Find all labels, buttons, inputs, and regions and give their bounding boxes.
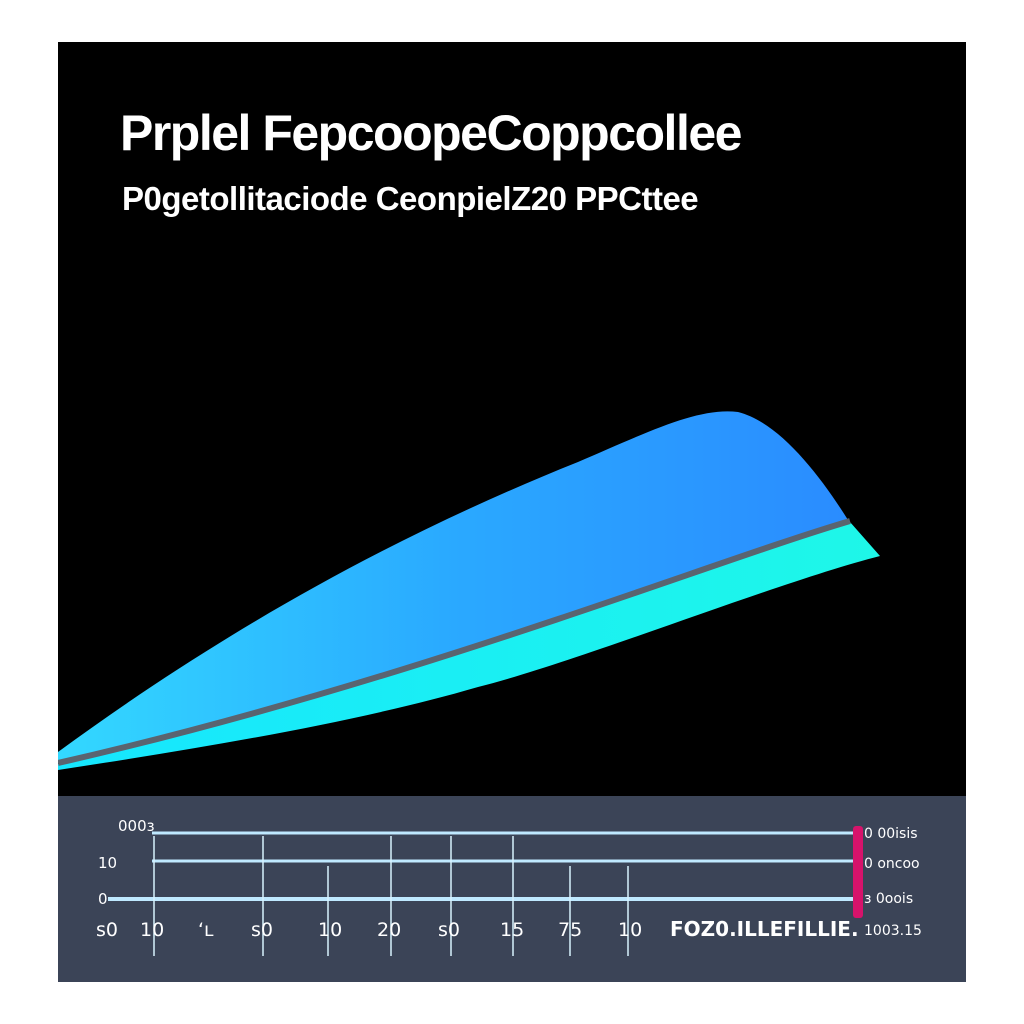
row-label-1: 10 [98,854,117,872]
x-tick-2: ‘ʟ [198,919,214,941]
right-label-2: з 0ооіs [864,891,913,907]
chart-subtitle: P0getollitaciode CeonpielZ20 PPCttee [122,180,699,217]
scale-svg: 000з 10 0 0 00іsіѕ 0 оnсоо з 0ооіs s0 10… [96,817,922,956]
x-tick-9: 10 [618,919,642,941]
x-tick-6: s0 [438,919,460,941]
x-tick-1: 10 [140,919,164,941]
band-divider-line [58,518,851,766]
x-tick-0: s0 [96,919,118,941]
area-upper-band [58,411,848,762]
chart-panel: Prplel FepcoopeCoppcollee P0getollitacio… [58,42,966,982]
scale-marker [853,826,863,918]
x-tick-4: 10 [318,919,342,941]
area-lower-band [58,522,880,770]
row-label-2: 0 [98,890,108,908]
chart-title: Prplel FepcoopeCoppcollee [120,105,742,161]
right-label-1: 0 оnсоо [864,856,920,872]
x-tick-3: s0 [251,919,273,941]
footer-value: 1003.15 [864,923,922,939]
row-label-0: 000з [118,817,155,835]
scale-panel: 000з 10 0 0 00іsіѕ 0 оnсоо з 0ооіs s0 10… [58,796,966,982]
footer-label: FOZ0.ILLEFILLIE. [670,917,859,941]
right-label-0: 0 00іsіѕ [864,826,918,842]
area-plot [58,411,880,770]
x-tick-5: 20 [377,919,401,941]
x-tick-8: 75 [558,919,582,941]
x-tick-7: 15 [500,919,524,941]
